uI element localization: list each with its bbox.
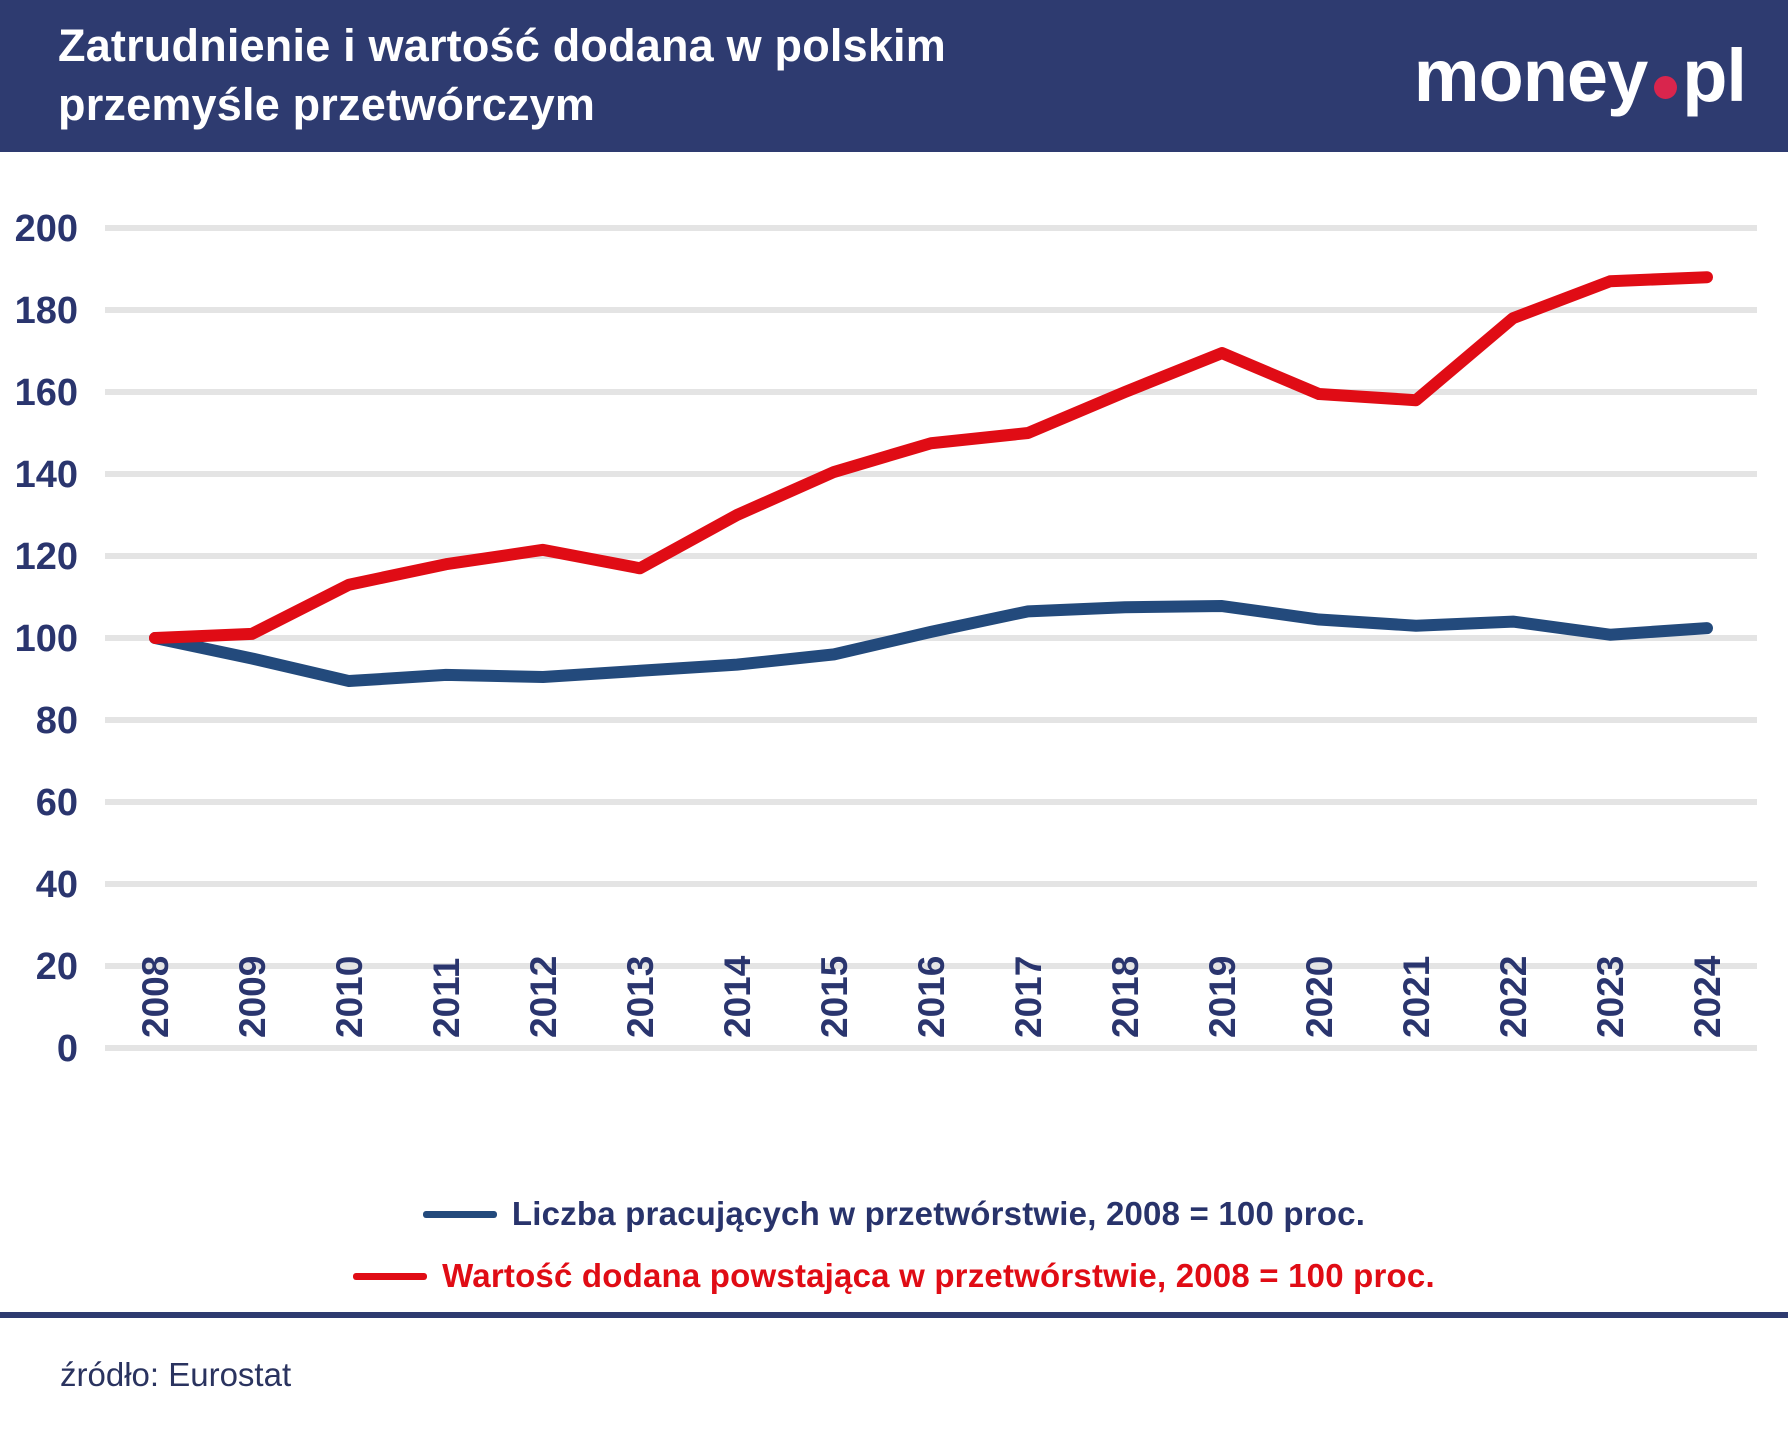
x-axis-label: 2008 [135,956,176,1038]
series-line-0 [149,600,1713,688]
x-axis-label: 2012 [523,956,564,1038]
logo-text-pl: pl [1682,34,1747,117]
y-axis-label: 140 [15,454,78,496]
x-axis-label: 2020 [1299,956,1340,1038]
legend-item-employment: Liczba pracujących w przetwórstwie, 2008… [0,1194,1788,1234]
page-title: Zatrudnienie i wartość dodana w polskim … [58,20,946,130]
x-axis-label: 2019 [1202,956,1243,1038]
y-axis-label: 20 [36,946,78,988]
money-pl-logo: money pl [1413,34,1747,118]
y-axis-label: 120 [15,536,78,578]
y-axis-label: 0 [57,1028,78,1070]
x-axis-label: 2021 [1396,956,1437,1038]
source-note: źródło: Eurostat [60,1356,292,1393]
footer-divider [0,1312,1788,1318]
legend-dash-value-added-icon [353,1272,428,1280]
logo-dot-icon [1654,76,1678,99]
header: Zatrudnienie i wartość dodana w polskim … [0,0,1788,152]
legend-item-value-added: Wartość dodana powstająca w przetwórstwi… [0,1256,1788,1296]
logo-text-money: money [1413,34,1649,117]
x-axis-label: 2024 [1687,955,1728,1038]
x-axis-label: 2017 [1008,956,1049,1038]
y-axis-label: 60 [36,782,78,824]
legend-label-employment: Liczba pracujących w przetwórstwie, 2008… [511,1195,1366,1232]
y-axis-label: 100 [15,618,78,660]
y-axis-label: 160 [15,372,78,414]
x-axis-label: 2016 [911,956,952,1038]
x-axis-label: 2015 [814,956,855,1038]
x-axis-label: 2009 [232,956,273,1038]
x-axis-label: 2018 [1105,956,1146,1038]
x-axis-label: 2013 [620,956,661,1038]
y-axis-label: 180 [15,290,78,332]
y-axis-label: 200 [15,208,78,250]
x-axis-label: 2023 [1590,956,1631,1038]
x-axis-label: 2022 [1493,956,1534,1038]
x-axis-label: 2010 [329,956,370,1038]
legend-label-value-added: Wartość dodana powstająca w przetwórstwi… [442,1257,1435,1294]
x-axis-label: 2011 [426,958,467,1038]
y-axis-label: 80 [36,700,78,742]
x-axis-label: 2014 [717,955,758,1038]
series-line-1 [149,271,1713,644]
y-axis-label: 40 [36,864,78,906]
legend-dash-employment-icon [422,1210,497,1218]
